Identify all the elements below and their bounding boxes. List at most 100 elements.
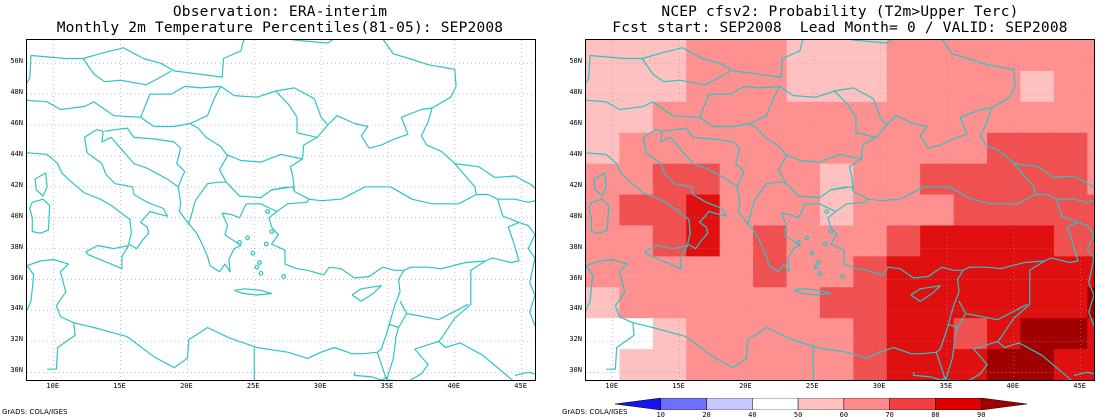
colorbar-label: 60 bbox=[839, 411, 849, 419]
country-border bbox=[27, 85, 315, 118]
country-border bbox=[962, 193, 1079, 271]
probability-cell bbox=[1053, 163, 1088, 196]
probability-cell bbox=[920, 225, 955, 257]
probability-cell bbox=[652, 349, 687, 380]
lon-label: 30E bbox=[872, 382, 886, 390]
colorbar-segment bbox=[935, 398, 982, 410]
probability-cell bbox=[819, 163, 854, 196]
country-border bbox=[386, 340, 439, 380]
probability-cell bbox=[686, 163, 721, 196]
probability-field bbox=[586, 40, 1094, 380]
colorbar-segment bbox=[980, 398, 1027, 410]
probability-cell bbox=[1087, 70, 1094, 103]
probability-cell bbox=[753, 287, 788, 319]
island bbox=[813, 264, 819, 270]
lat-label: 46N bbox=[569, 119, 582, 127]
observation-panel: Observation: ERA-interim Monthly 2m Temp… bbox=[2, 4, 536, 416]
probability-cell bbox=[786, 163, 821, 196]
probability-cell bbox=[619, 101, 654, 134]
probability-cell bbox=[953, 70, 988, 103]
country-border bbox=[997, 260, 1073, 380]
probability-cell bbox=[753, 194, 788, 226]
probability-cell bbox=[753, 318, 788, 350]
probability-cell bbox=[853, 318, 888, 350]
probability-cell bbox=[719, 318, 754, 350]
probability-cell bbox=[1087, 194, 1094, 226]
probability-cell bbox=[619, 194, 654, 226]
probability-cell bbox=[753, 132, 788, 165]
coastline bbox=[85, 244, 130, 270]
lat-label: 50N bbox=[10, 57, 23, 66]
probability-cell bbox=[619, 349, 654, 380]
probability-cell bbox=[886, 101, 921, 134]
probability-cell bbox=[1053, 40, 1088, 72]
island bbox=[250, 250, 256, 256]
probability-cell bbox=[920, 256, 955, 288]
probability-cell bbox=[753, 349, 788, 380]
country-border bbox=[518, 221, 535, 327]
probability-cell bbox=[853, 349, 888, 380]
probability-cell bbox=[652, 287, 687, 319]
lon-label: 20E bbox=[180, 382, 193, 390]
island bbox=[258, 270, 264, 276]
country-border bbox=[747, 122, 788, 225]
lat-label: 34N bbox=[10, 304, 23, 313]
coastline bbox=[644, 244, 689, 270]
island bbox=[269, 229, 275, 235]
colorbar-segment bbox=[843, 398, 890, 410]
country-border bbox=[1056, 198, 1094, 203]
country-border bbox=[27, 40, 245, 101]
probability-cell bbox=[886, 256, 921, 288]
lat-label: 36N bbox=[569, 273, 582, 282]
country-border bbox=[271, 186, 288, 191]
probability-cell bbox=[786, 101, 821, 134]
probability-cell bbox=[1087, 101, 1094, 134]
lat-label: 38N bbox=[10, 242, 23, 251]
country-border bbox=[313, 98, 329, 126]
colorbar-segment bbox=[889, 398, 936, 410]
probability-cell bbox=[586, 70, 620, 103]
country-border bbox=[699, 86, 781, 128]
probability-cell bbox=[652, 318, 687, 350]
probability-cell bbox=[786, 40, 821, 72]
probability-cell bbox=[1053, 318, 1088, 350]
observation-title-line2: Monthly 2m Temperature Percentiles(81-05… bbox=[56, 20, 504, 36]
country-border bbox=[225, 153, 303, 163]
probability-cell bbox=[686, 194, 721, 226]
probability-cell bbox=[987, 194, 1021, 226]
country-border bbox=[586, 265, 594, 312]
island bbox=[237, 240, 242, 245]
probability-cell bbox=[619, 163, 654, 196]
forecast-title-line1: NCEP cfsv2: Probability (T2m>Upper Terc) bbox=[661, 4, 1019, 20]
lon-label: 40E bbox=[1006, 382, 1020, 390]
probability-cell bbox=[819, 349, 854, 380]
lon-label: 10E bbox=[605, 382, 619, 390]
coastline bbox=[353, 372, 389, 380]
probability-cell bbox=[686, 318, 721, 350]
country-border bbox=[606, 322, 635, 370]
lon-label: 15E bbox=[672, 382, 685, 390]
country-border bbox=[454, 163, 535, 189]
graticule bbox=[27, 40, 535, 380]
country-border bbox=[941, 40, 1016, 109]
probability-cell bbox=[953, 349, 988, 380]
probability-cell bbox=[953, 194, 988, 226]
coastline bbox=[27, 217, 405, 369]
country-border bbox=[872, 98, 888, 126]
lat-label: 30N bbox=[10, 366, 23, 375]
island bbox=[828, 229, 834, 235]
country-border bbox=[104, 127, 186, 188]
probability-cell bbox=[886, 318, 921, 350]
observation-title-line1: Observation: ERA-interim bbox=[172, 4, 388, 20]
probability-cell bbox=[786, 287, 821, 319]
country-border bbox=[784, 181, 854, 199]
lat-label: 40N bbox=[10, 211, 23, 220]
coastline bbox=[234, 288, 273, 296]
coastline bbox=[34, 172, 48, 197]
probability-cell bbox=[886, 40, 921, 72]
probability-cell bbox=[886, 70, 921, 103]
probability-cell bbox=[586, 287, 620, 319]
probability-colorbar bbox=[615, 398, 1027, 410]
probability-cell bbox=[853, 256, 888, 288]
island bbox=[840, 274, 846, 279]
